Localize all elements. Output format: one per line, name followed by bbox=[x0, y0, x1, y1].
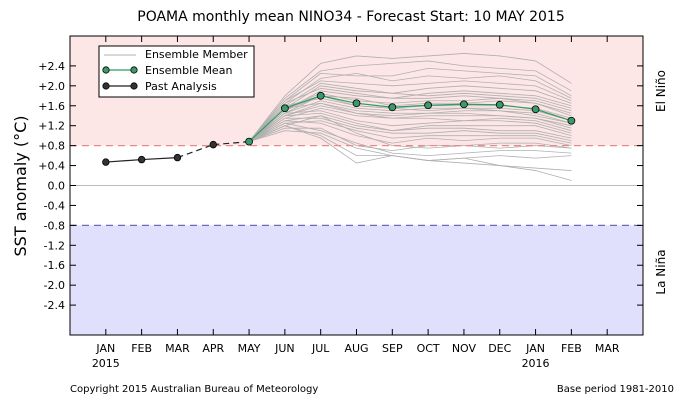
ensemble-mean-point bbox=[352, 99, 361, 108]
y-tick-label: -1.2 bbox=[44, 239, 65, 252]
chart-title: POAMA monthly mean NINO34 - Forecast Sta… bbox=[137, 9, 565, 25]
y-tick-label: -2.0 bbox=[44, 279, 65, 292]
x-axis-ticks: JAN FEB MAR APR MAY JUN JUL AUG SEP OCT NOV DEC JAN F… bbox=[92, 36, 620, 370]
ensemble-member-line bbox=[248, 107, 572, 142]
ensemble-mean-point bbox=[245, 137, 253, 146]
la-nina-label: La Niña bbox=[654, 249, 668, 294]
ensemble-mean-point bbox=[316, 91, 325, 100]
x-tick-label: JUL bbox=[311, 342, 330, 355]
ensemble-member-line bbox=[248, 85, 572, 142]
ensemble-mean-point bbox=[531, 105, 540, 114]
copyright-text: Copyright 2015 Australian Bureau of Mete… bbox=[70, 384, 318, 395]
legend-past-label: Past Analysis bbox=[145, 80, 217, 93]
y-tick-label: -1.6 bbox=[44, 259, 65, 272]
x-tick-label: SEP bbox=[382, 342, 403, 355]
ensemble-member-line bbox=[248, 120, 572, 147]
x-year-label: 2015 bbox=[92, 357, 120, 370]
x-tick-label: JAN bbox=[95, 342, 115, 355]
ensemble-member-line bbox=[248, 105, 572, 142]
y-tick-label: +1.2 bbox=[38, 120, 65, 133]
y-tick-label: -0.4 bbox=[44, 199, 65, 212]
y-axis-label: SST anomaly (°C) bbox=[11, 116, 30, 257]
x-tick-label: JUN bbox=[274, 342, 295, 355]
y-tick-label: +1.6 bbox=[38, 100, 65, 113]
x-tick-label: FEB bbox=[561, 342, 582, 355]
x-tick-label: FEB bbox=[131, 342, 152, 355]
ensemble-member-line bbox=[248, 82, 572, 142]
legend-mean-marker bbox=[130, 66, 138, 74]
ensemble-member-line bbox=[248, 117, 572, 142]
ensemble-member-line bbox=[248, 115, 572, 149]
ensemble-member-line bbox=[248, 100, 572, 142]
la-nina-region bbox=[70, 225, 643, 335]
past-analysis-segment bbox=[141, 156, 178, 161]
past-analysis-point bbox=[209, 140, 217, 149]
base-period-text: Base period 1981-2010 bbox=[557, 384, 674, 395]
x-tick-label: MAR bbox=[165, 342, 190, 355]
ensemble-member-line bbox=[248, 92, 572, 142]
ensemble-mean-point bbox=[424, 101, 433, 110]
ensemble-member-line bbox=[248, 127, 572, 152]
ensemble-member-line bbox=[248, 102, 572, 142]
y-tick-label: +0.8 bbox=[38, 140, 65, 153]
legend-past-marker bbox=[130, 82, 138, 90]
legend-member-label: Ensemble Member bbox=[145, 48, 248, 61]
ensemble-member-line bbox=[248, 110, 572, 142]
ensemble-member-line bbox=[248, 87, 572, 142]
ensemble-member-line bbox=[248, 60, 572, 142]
y-tick-label: +0.4 bbox=[38, 160, 65, 173]
ensemble-member-line bbox=[248, 67, 572, 142]
ensemble-mean-point bbox=[495, 100, 504, 109]
past-analysis-point bbox=[173, 153, 182, 162]
y-tick-label: -2.4 bbox=[44, 299, 65, 312]
ensemble-mean-point bbox=[280, 104, 289, 113]
x-tick-label: NOV bbox=[452, 342, 477, 355]
x-tick-label: DEC bbox=[488, 342, 511, 355]
x-tick-label: MAY bbox=[238, 342, 261, 355]
y-tick-label: +2.0 bbox=[38, 80, 65, 93]
legend-mean-label: Ensemble Mean bbox=[145, 64, 232, 77]
y-tick-label: -0.8 bbox=[44, 219, 65, 232]
x-year-label: 2016 bbox=[522, 357, 550, 370]
x-tick-label: JAN bbox=[525, 342, 545, 355]
y-tick-label: +2.4 bbox=[38, 60, 65, 73]
legend: Ensemble Member Ensemble Mean Past Analy… bbox=[98, 45, 255, 98]
ensemble-member-line bbox=[248, 112, 572, 142]
x-tick-label: MAR bbox=[595, 342, 620, 355]
ensemble-mean-point bbox=[460, 100, 468, 109]
x-tick-label: AUG bbox=[344, 342, 368, 355]
legend-past-marker bbox=[102, 82, 110, 90]
plot-frame bbox=[69, 35, 644, 336]
legend-box bbox=[98, 45, 255, 98]
ensemble-mean-point bbox=[567, 116, 576, 125]
ensemble-member-line bbox=[248, 53, 572, 142]
ensemble-mean-series bbox=[245, 91, 576, 146]
y-axis-ticks: +2.4 +2.0 +1.6 +1.2 +0.8 +0.4 0.0 -0.4 -0.8 -1.2 -… bbox=[38, 60, 643, 312]
ensemble-member-line bbox=[248, 95, 572, 142]
past-analysis-segment bbox=[213, 141, 250, 146]
ensemble-member-line bbox=[248, 122, 572, 157]
ensemble-mean-point bbox=[388, 103, 397, 112]
past-analysis-segment bbox=[177, 144, 214, 159]
past-analysis-series bbox=[102, 140, 250, 166]
ensemble-member-line bbox=[248, 80, 572, 142]
past-analysis-point bbox=[137, 155, 146, 164]
ensemble-member-line bbox=[248, 125, 572, 181]
x-tick-label: OCT bbox=[417, 342, 440, 355]
past-analysis-segment bbox=[105, 158, 142, 163]
ensemble-members bbox=[248, 53, 572, 181]
ensemble-mean-line bbox=[248, 95, 572, 143]
x-tick-label: APR bbox=[202, 342, 224, 355]
el-nino-label: El Niño bbox=[654, 70, 668, 112]
legend-mean-marker bbox=[102, 66, 110, 74]
past-analysis-point bbox=[102, 158, 110, 166]
y-tick-label: 0.0 bbox=[48, 180, 66, 193]
